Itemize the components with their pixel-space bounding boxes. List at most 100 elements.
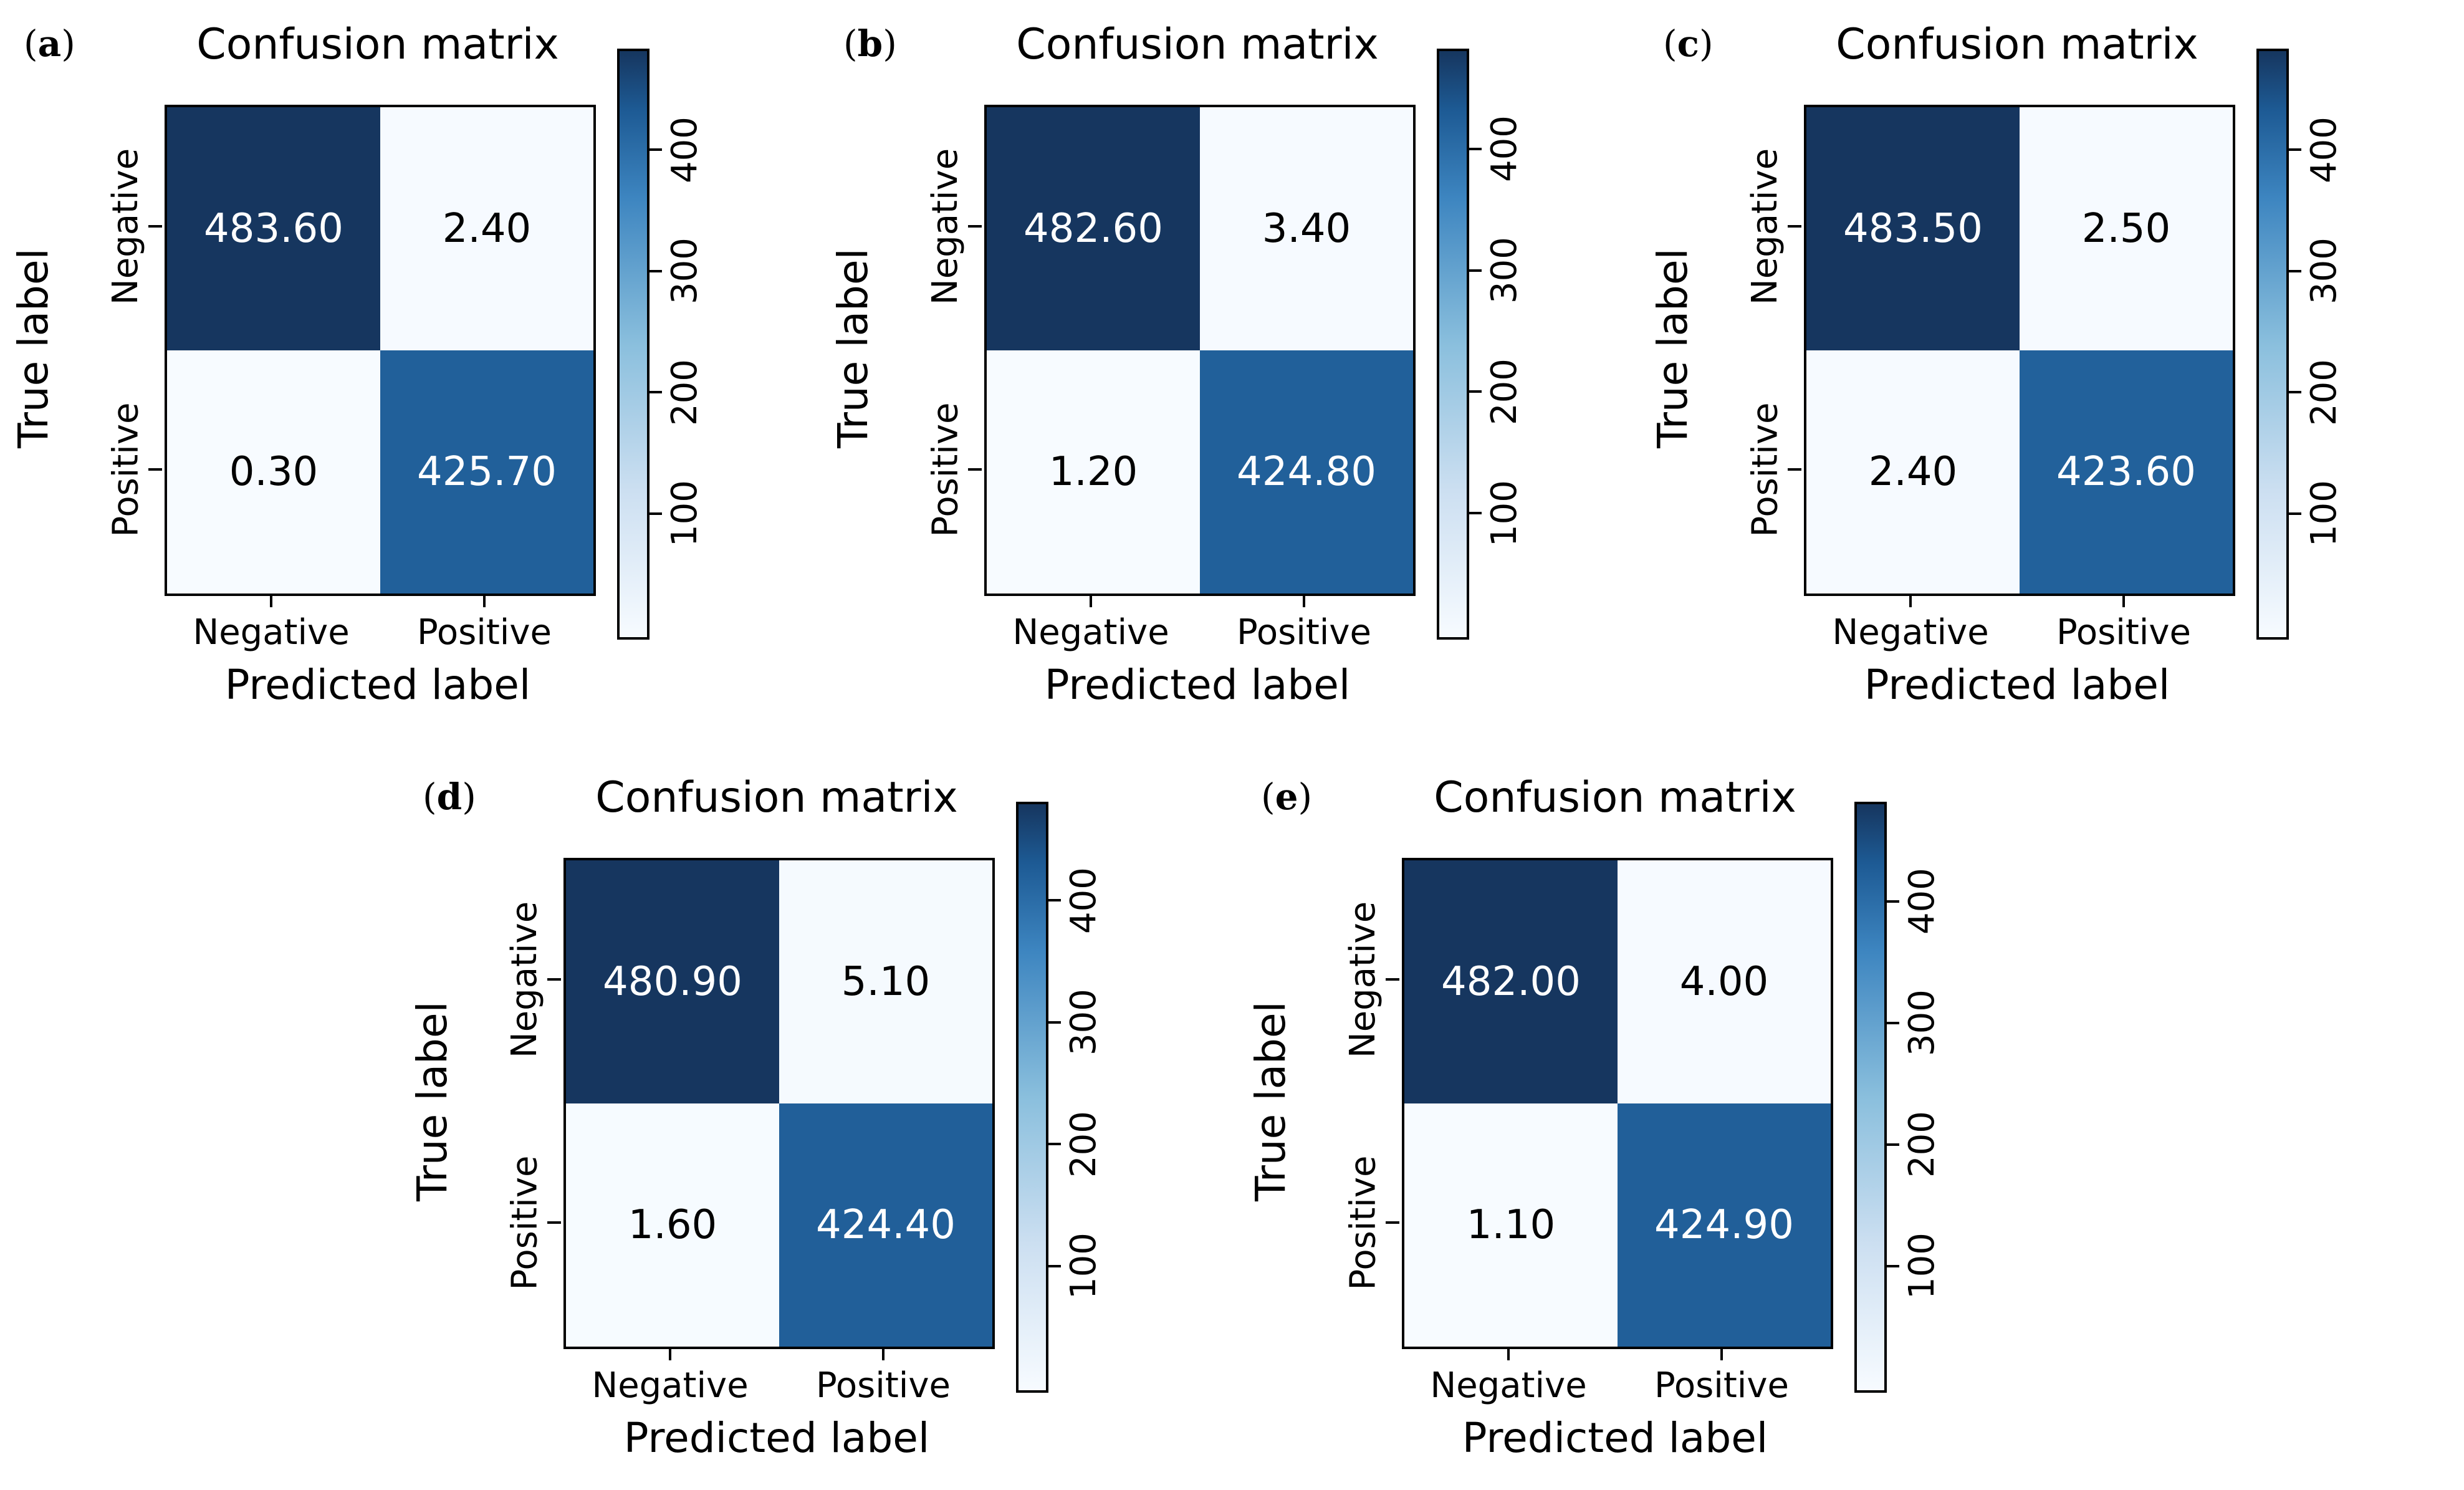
x-axis-label: Predicted label [623, 1414, 930, 1462]
colorbar-tick-label-text: 100 [1901, 1233, 1942, 1300]
colorbar-tick-mark [1887, 1264, 1899, 1267]
panel-letter-label: (d) [423, 776, 476, 818]
colorbar-tick-label-text: 100 [664, 480, 705, 547]
x-tick-label-positive: Positive [816, 1365, 951, 1406]
colorbar-tick-label-text: 200 [1901, 1111, 1942, 1178]
colorbar-tick-label-text: 100 [2303, 480, 2344, 547]
panel-letter: c [1677, 22, 1699, 65]
y-tick-label-negative-text: Negative [925, 148, 966, 305]
colorbar-tick-label: 400 [2298, 94, 2350, 206]
y-axis-tick-mark [547, 978, 561, 981]
colorbar-tick-label-text: 400 [1484, 115, 1525, 183]
colorbar [1854, 802, 1887, 1393]
colorbar [1016, 802, 1048, 1393]
y-axis-tick-mark [968, 468, 982, 471]
y-axis-tick-mark [148, 225, 162, 228]
x-tick-label-negative: Negative [193, 612, 350, 653]
colorbar-tick-mark [2289, 391, 2301, 394]
colorbar [1437, 49, 1469, 640]
cell-false-positive: 4.00 [1618, 860, 1831, 1103]
colorbar-tick-label-text: 400 [1063, 867, 1104, 934]
colorbar-tick-label-text: 300 [664, 238, 705, 305]
colorbar-tick-label-text: 300 [2303, 238, 2344, 305]
y-axis-tick-mark [968, 225, 982, 228]
y-axis-label: True label [1638, 105, 1707, 591]
colorbar-tick-mark [650, 391, 662, 394]
colorbar-tick-mark [1048, 1264, 1061, 1267]
y-tick-label-negative: Negative [499, 858, 551, 1101]
y-tick-label-negative-text: Negative [105, 148, 146, 305]
colorbar [2256, 49, 2289, 640]
colorbar-tick-label: 300 [1057, 966, 1110, 1079]
colorbar-tick-label-text: 300 [1484, 237, 1525, 304]
colorbar-tick-label: 200 [2298, 336, 2350, 448]
colorbar-tick-mark [1469, 390, 1482, 393]
y-tick-label-positive-text: Positive [504, 1155, 545, 1290]
confusion-matrix-panel-a: (a) Confusion matrix True label Negative… [6, 6, 828, 736]
y-axis-label-text: True label [828, 248, 877, 448]
y-axis-tick-mark [148, 468, 162, 471]
paren-close: ) [1298, 776, 1313, 818]
panel-letter-label: (b) [843, 22, 897, 65]
x-axis-tick-mark [270, 594, 272, 607]
x-axis-tick-mark [1720, 1347, 1723, 1360]
x-axis-tick-mark [1303, 594, 1305, 607]
colorbar-tick-label: 300 [1478, 214, 1530, 327]
chart-title: Confusion matrix [1434, 773, 1796, 822]
colorbar-tick-mark [2289, 148, 2301, 151]
colorbar-tick-label-text: 200 [1063, 1110, 1104, 1178]
y-tick-label-negative: Negative [100, 105, 152, 348]
x-axis-tick-mark [2122, 594, 2125, 607]
colorbar-tick-label: 400 [1057, 844, 1110, 956]
y-axis-label: True label [1236, 858, 1305, 1344]
y-axis-label: True label [818, 105, 887, 591]
colorbar-tick-label-text: 300 [1901, 989, 1942, 1057]
cell-true-positive: 424.90 [1618, 1103, 1831, 1347]
colorbar-tick-mark [650, 269, 662, 272]
y-axis-tick-mark [547, 1221, 561, 1224]
chart-title: Confusion matrix [196, 20, 559, 69]
confusion-matrix-panel-e: (e) Confusion matrix True label Negative… [1244, 759, 2065, 1489]
x-tick-label-negative: Negative [1430, 1365, 1587, 1406]
heatmap-grid: 482.00 4.00 1.10 424.90 [1402, 858, 1833, 1349]
colorbar [617, 49, 650, 640]
confusion-matrix-panel-c: (c) Confusion matrix True label Negative… [1646, 6, 2464, 736]
heatmap-grid: 482.60 3.40 1.20 424.80 [984, 105, 1416, 596]
colorbar-tick-mark [1048, 1021, 1061, 1024]
chart-title: Confusion matrix [595, 773, 958, 822]
y-tick-label-positive: Positive [919, 348, 972, 591]
colorbar-tick-label: 100 [1478, 457, 1530, 569]
colorbar-tick-label: 100 [658, 458, 711, 570]
colorbar-tick-label-text: 400 [664, 117, 705, 183]
y-axis-label-text: True label [1246, 1001, 1295, 1201]
x-axis-label: Predicted label [1044, 661, 1351, 709]
panel-letter-label: (a) [24, 22, 75, 65]
x-tick-label-positive: Positive [1654, 1365, 1789, 1406]
cell-true-positive: 425.70 [380, 350, 593, 594]
y-axis-tick-mark [1788, 225, 1801, 228]
cell-true-negative: 483.50 [1806, 107, 2020, 350]
cell-false-negative: 1.10 [1404, 1103, 1618, 1347]
colorbar-tick-mark [1887, 1143, 1899, 1146]
chart-title: Confusion matrix [1836, 20, 2198, 69]
colorbar-tick-mark [1469, 147, 1482, 150]
y-tick-label-positive-text: Positive [925, 402, 966, 537]
panel-letter-label: (e) [1261, 776, 1312, 818]
y-tick-label-positive-text: Positive [105, 402, 146, 537]
cell-true-negative: 482.60 [987, 107, 1200, 350]
panel-letter-label: (c) [1663, 22, 1714, 65]
colorbar-tick-label: 300 [658, 215, 711, 327]
colorbar-tick-label: 200 [1896, 1089, 1948, 1201]
x-axis-tick-mark [1090, 594, 1092, 607]
paren-close: ) [1699, 22, 1714, 65]
cell-false-positive: 2.50 [2020, 107, 2233, 350]
x-axis-label: Predicted label [224, 661, 531, 709]
panel-letter: e [1275, 776, 1298, 818]
x-axis-label: Predicted label [1864, 661, 2170, 709]
y-tick-label-negative-text: Negative [504, 901, 545, 1058]
colorbar-tick-label-text: 100 [1063, 1233, 1104, 1299]
y-tick-label-positive-text: Positive [1343, 1155, 1384, 1290]
colorbar-tick-label: 200 [658, 336, 711, 448]
confusion-matrix-panel-d: (d) Confusion matrix True label Negative… [405, 759, 1227, 1489]
colorbar-tick-mark [1048, 899, 1061, 902]
